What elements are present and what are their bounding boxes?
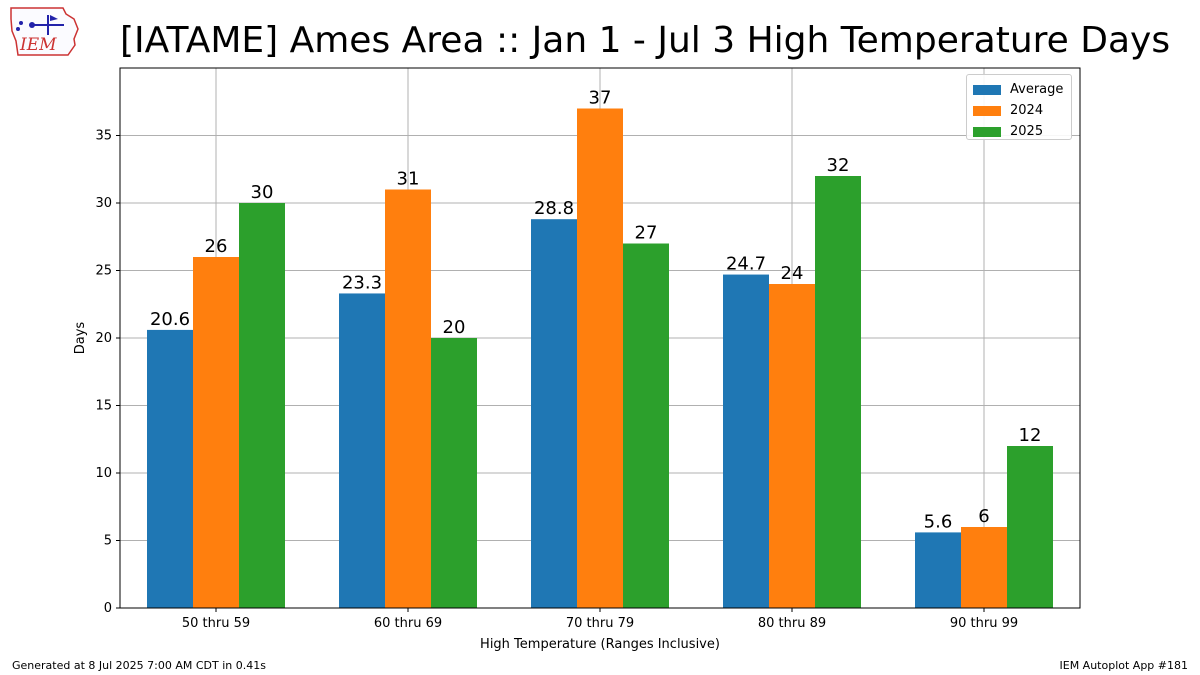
bar-value-label: 24.7 xyxy=(726,254,766,275)
bar xyxy=(147,329,193,608)
bar xyxy=(769,284,815,608)
logo-text: IEM xyxy=(19,35,57,55)
bar xyxy=(623,243,669,608)
y-tick-label: 35 xyxy=(95,129,112,144)
y-tick-label: 15 xyxy=(95,399,112,414)
bar-value-label: 26 xyxy=(205,236,228,257)
legend-item-2024: 2024 xyxy=(973,100,1071,121)
y-tick-label: 20 xyxy=(95,331,112,346)
bar xyxy=(339,293,385,608)
legend-item-2025: 2025 xyxy=(973,121,1071,142)
bar-value-label: 37 xyxy=(589,88,612,109)
footer-generated: Generated at 8 Jul 2025 7:00 AM CDT in 0… xyxy=(12,659,266,672)
bar xyxy=(915,532,961,608)
legend-label-2025: 2025 xyxy=(1010,124,1044,139)
y-tick-label: 0 xyxy=(104,601,112,616)
x-tick-label: 80 thru 89 xyxy=(758,616,826,631)
bar-value-label: 30 xyxy=(251,182,274,203)
bar-value-label: 5.6 xyxy=(924,511,953,532)
y-tick-label: 5 xyxy=(104,534,112,549)
legend-label-2024: 2024 xyxy=(1010,103,1044,118)
bar-value-label: 20.6 xyxy=(150,309,190,330)
bar-value-label: 31 xyxy=(397,169,420,190)
x-axis-label: High Temperature (Ranges Inclusive) xyxy=(480,637,720,652)
bar xyxy=(531,219,577,608)
bar xyxy=(431,338,477,608)
bar xyxy=(239,203,285,608)
bar-value-label: 6 xyxy=(978,506,989,527)
legend-item-average: Average xyxy=(973,79,1071,100)
bar-value-label: 32 xyxy=(827,155,850,176)
legend: Average 2024 2025 xyxy=(966,74,1072,140)
bar xyxy=(815,176,861,608)
plot-frame xyxy=(119,67,1081,609)
legend-swatch-2024 xyxy=(973,105,1001,116)
bar-value-label: 12 xyxy=(1019,425,1042,446)
y-axis-label: Days xyxy=(73,322,88,355)
bar-value-label: 23.3 xyxy=(342,272,382,293)
bar-value-label: 24 xyxy=(781,263,804,284)
x-tick-label: 70 thru 79 xyxy=(566,616,634,631)
footer-app-id: IEM Autoplot App #181 xyxy=(1059,659,1189,672)
iem-logo: IEM xyxy=(8,5,82,59)
y-tick-label: 10 xyxy=(95,466,112,481)
chart-title: [IATAME] Ames Area :: Jan 1 - Jul 3 High… xyxy=(120,20,1171,61)
bar xyxy=(1007,446,1053,608)
bar xyxy=(385,189,431,608)
legend-swatch-average xyxy=(973,84,1001,95)
bar xyxy=(961,527,1007,608)
bar xyxy=(193,257,239,608)
x-tick-label: 90 thru 99 xyxy=(950,616,1018,631)
legend-swatch-2025 xyxy=(973,126,1001,137)
y-tick-label: 30 xyxy=(95,196,112,211)
bar xyxy=(723,274,769,608)
bar-value-label: 20 xyxy=(443,317,466,338)
x-tick-label: 60 thru 69 xyxy=(374,616,442,631)
bar xyxy=(577,108,623,608)
y-tick-label: 25 xyxy=(95,264,112,279)
bar-value-label: 28.8 xyxy=(534,198,574,219)
legend-label-average: Average xyxy=(1010,82,1064,97)
bar-value-label: 27 xyxy=(635,223,658,244)
x-tick-label: 50 thru 59 xyxy=(182,616,250,631)
